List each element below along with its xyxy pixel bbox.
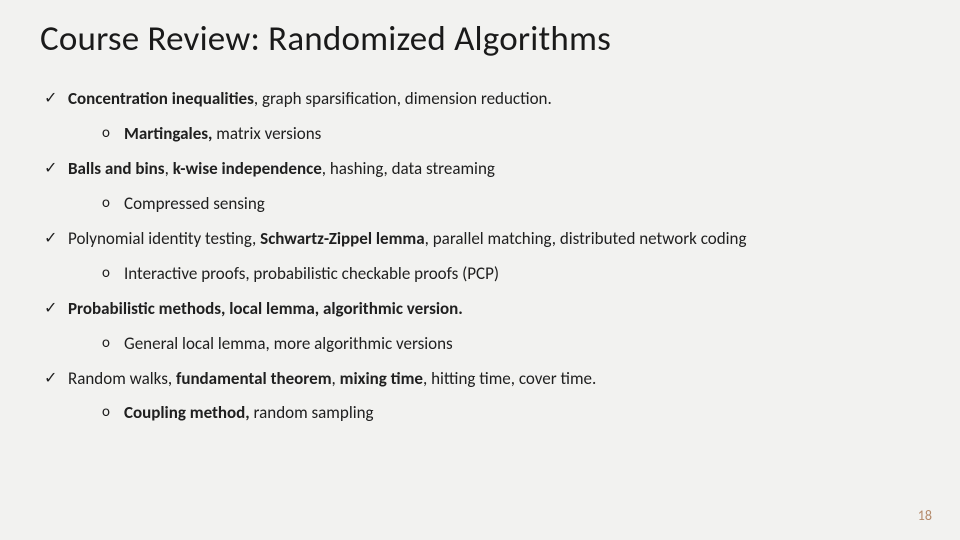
text: Compressed sensing <box>124 193 265 214</box>
sub-list-item: Coupling method, random sampling <box>68 402 920 425</box>
text-bold: Martingales, <box>124 123 212 144</box>
text-bold: Schwartz-Zippel lemma <box>260 228 425 249</box>
sub-list-item: Martingales, matrix versions <box>68 123 920 146</box>
sub-list-item: Interactive proofs, probabilistic checka… <box>68 263 920 286</box>
text: Random walks, <box>68 368 176 389</box>
text-bold: Balls and bins <box>68 158 165 179</box>
sub-list: Coupling method, random sampling <box>68 402 920 425</box>
page-title: Course Review: Randomized Algorithms <box>40 18 920 60</box>
slide: Course Review: Randomized Algorithms Con… <box>0 0 960 540</box>
text-bold: Coupling method, <box>124 402 250 423</box>
text: matrix versions <box>212 123 321 144</box>
text: , hashing, data streaming <box>322 158 495 179</box>
text-bold: mixing time <box>340 368 423 389</box>
text: , hitting time, cover time. <box>423 368 596 389</box>
page-number: 18 <box>918 507 932 524</box>
text: random sampling <box>250 402 374 423</box>
text: , <box>165 158 173 179</box>
sub-list: Compressed sensing <box>68 193 920 216</box>
text: Polynomial identity testing, <box>68 228 260 249</box>
text: General local lemma, more algorithmic ve… <box>124 333 453 354</box>
text: Interactive proofs, probabilistic checka… <box>124 263 499 284</box>
sub-list: Interactive proofs, probabilistic checka… <box>68 263 920 286</box>
sub-list: General local lemma, more algorithmic ve… <box>68 333 920 356</box>
sub-list: Martingales, matrix versions <box>68 123 920 146</box>
text-bold: Probabilistic methods, local lemma, algo… <box>68 298 463 319</box>
list-item: Balls and bins, k-wise independence, has… <box>40 158 920 216</box>
list-item: Random walks, fundamental theorem, mixin… <box>40 368 920 426</box>
list-item: Probabilistic methods, local lemma, algo… <box>40 298 920 356</box>
list-item: Concentration inequalities, graph sparsi… <box>40 88 920 146</box>
text: , graph sparsification, dimension reduct… <box>254 88 552 109</box>
text-bold: fundamental theorem <box>176 368 332 389</box>
text: , parallel matching, distributed network… <box>425 228 747 249</box>
text-bold: k-wise independence <box>173 158 322 179</box>
text: , <box>332 368 340 389</box>
sub-list-item: Compressed sensing <box>68 193 920 216</box>
bullet-list: Concentration inequalities, graph sparsi… <box>40 88 920 425</box>
text-bold: Concentration inequalities <box>68 88 254 109</box>
sub-list-item: General local lemma, more algorithmic ve… <box>68 333 920 356</box>
list-item: Polynomial identity testing, Schwartz-Zi… <box>40 228 920 286</box>
